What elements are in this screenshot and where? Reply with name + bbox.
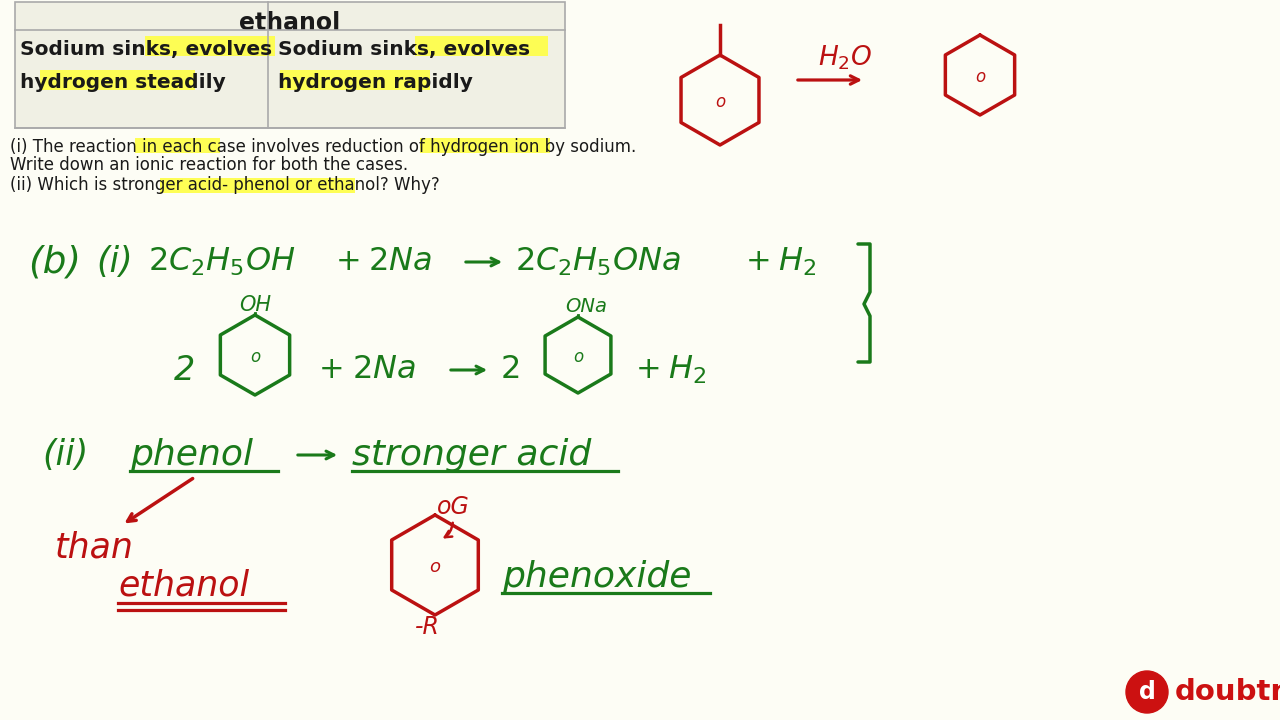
Text: $2C_2H_5OH$: $2C_2H_5OH$ bbox=[148, 246, 296, 278]
Text: than: than bbox=[55, 531, 134, 565]
Text: 2: 2 bbox=[174, 354, 195, 387]
Text: o: o bbox=[975, 68, 986, 86]
Bar bbox=[40, 70, 195, 90]
Text: $+$: $+$ bbox=[335, 248, 360, 276]
Text: $H_2$: $H_2$ bbox=[778, 246, 817, 278]
Text: hydrogen rapidly: hydrogen rapidly bbox=[278, 73, 472, 91]
Text: $+$: $+$ bbox=[317, 356, 342, 384]
Circle shape bbox=[1126, 671, 1169, 713]
Text: (i) The reaction in each case involves reduction of hydrogen ion by sodium.: (i) The reaction in each case involves r… bbox=[10, 138, 636, 156]
Text: Sodium sinks, evolves: Sodium sinks, evolves bbox=[278, 40, 530, 60]
Text: o: o bbox=[573, 348, 584, 366]
Text: $2$: $2$ bbox=[500, 354, 520, 385]
Text: $H_2O$: $H_2O$ bbox=[818, 44, 872, 72]
Text: o: o bbox=[250, 348, 260, 366]
Text: $2Na$: $2Na$ bbox=[369, 246, 431, 277]
Text: -R: -R bbox=[415, 615, 439, 639]
Text: $2C_2H_5ONa$: $2C_2H_5ONa$ bbox=[515, 246, 681, 278]
Text: ethanol: ethanol bbox=[239, 11, 340, 35]
Bar bbox=[15, 2, 564, 128]
Text: (ii) Which is stronger acid- phenol or ethanol? Why?: (ii) Which is stronger acid- phenol or e… bbox=[10, 176, 440, 194]
Text: phenoxide: phenoxide bbox=[502, 560, 691, 594]
Bar bbox=[280, 70, 430, 90]
Text: hydrogen steadily: hydrogen steadily bbox=[20, 73, 225, 91]
Bar bbox=[415, 36, 548, 56]
Bar bbox=[145, 36, 275, 56]
Text: Sodium sinks, evolves: Sodium sinks, evolves bbox=[20, 40, 273, 60]
Bar bbox=[134, 138, 220, 153]
Text: ethanol: ethanol bbox=[118, 569, 250, 603]
Text: $+$: $+$ bbox=[635, 356, 659, 384]
Text: stronger acid: stronger acid bbox=[352, 438, 591, 472]
Text: ONa: ONa bbox=[564, 297, 607, 317]
Text: oG: oG bbox=[436, 495, 470, 519]
Text: $+$: $+$ bbox=[745, 248, 769, 276]
Text: o: o bbox=[430, 558, 440, 576]
Text: o: o bbox=[716, 93, 724, 111]
Text: d: d bbox=[1139, 680, 1156, 704]
Text: Write down an ionic reaction for both the cases.: Write down an ionic reaction for both th… bbox=[10, 156, 408, 174]
Text: (b): (b) bbox=[28, 244, 81, 280]
Text: $2Na$: $2Na$ bbox=[352, 354, 416, 385]
Text: (ii): (ii) bbox=[42, 438, 88, 472]
Text: OH: OH bbox=[239, 295, 271, 315]
Text: (i): (i) bbox=[96, 245, 133, 279]
Bar bbox=[160, 178, 355, 193]
Text: $H_2$: $H_2$ bbox=[668, 354, 707, 386]
Text: phenol: phenol bbox=[131, 438, 253, 472]
Bar bbox=[420, 138, 550, 153]
Text: doubtnut: doubtnut bbox=[1175, 678, 1280, 706]
